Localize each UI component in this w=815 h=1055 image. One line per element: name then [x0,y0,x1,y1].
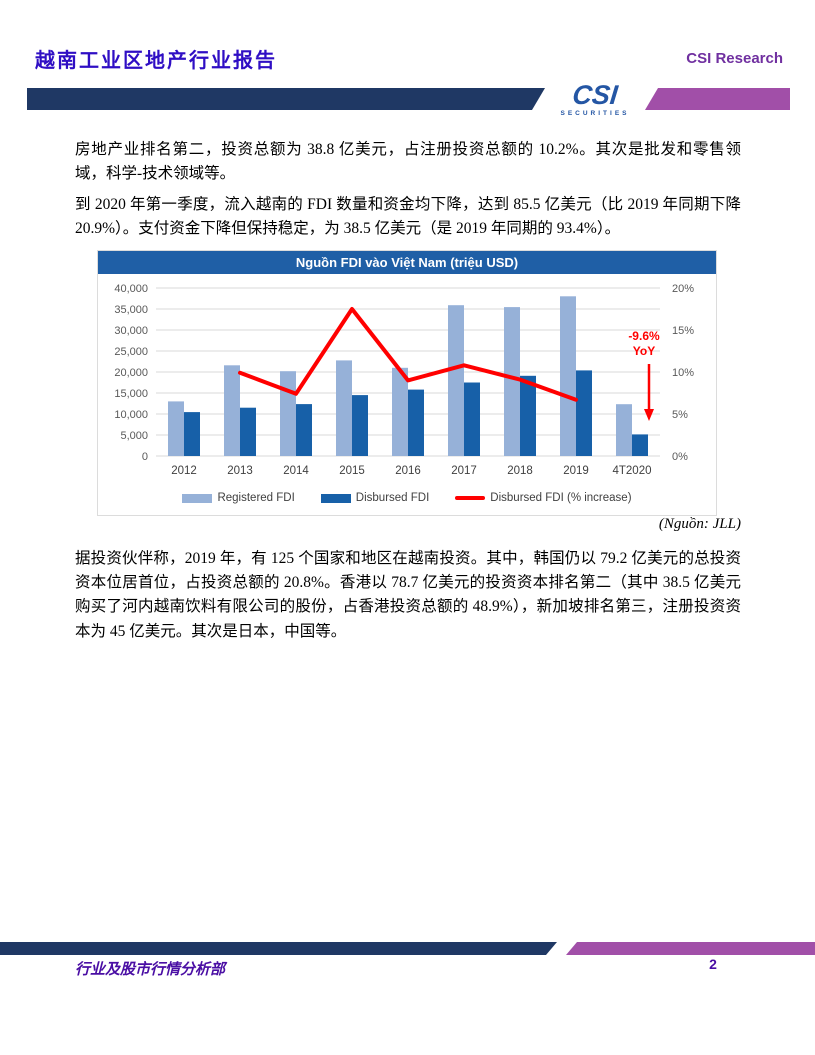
csi-logo: CSI SECURITIES [552,80,638,117]
x-axis-label: 2013 [227,465,253,477]
page-title: 越南工业区地产行业报告 [35,50,277,72]
registered-fdi-bar [224,365,240,456]
source-note: (Nguồn: JLL) [658,516,741,532]
registered-fdi-bar [168,401,184,456]
legend-line-swatch [455,496,486,500]
fdi-chart-plot: 40,000 35,000 30,000 25,000 20,000 15,000 10,0… [114,283,694,477]
left-axis-tick: 25,000 [114,346,148,358]
registered-fdi-bar [560,296,576,456]
x-axis-label: 2015 [339,465,365,477]
x-axis-label: 2019 [563,465,589,477]
header-navy-bar [27,88,545,110]
legend-label: Disbursed FDI (% increase) [490,492,632,504]
disbursed-fdi-bar [464,382,480,456]
left-axis-tick: 35,000 [114,304,148,316]
x-axis-label: 4T2020 [612,465,651,477]
paragraph-3: 据投资伙伴称，2019 年，有 125 个国家和地区在越南投资。其中，韩国仍以 … [75,550,741,640]
footer-department: 行业及股市行情分析部 [75,961,226,978]
brand-label: CSI Research [686,50,783,67]
disbursed-fdi-bar [240,407,256,456]
right-axis-tick: 0% [672,451,688,463]
x-axis-label: 2016 [395,465,421,477]
left-axis-tick: 40,000 [114,283,148,295]
right-axis-tick: 15% [672,325,694,337]
legend-label: Disbursed FDI [355,492,430,504]
footer-navy-bar [0,942,557,955]
yoy-annotation-text: YoY [633,344,655,358]
chart-title: Nguồn FDI vào Việt Nam (triệu USD) [295,255,519,270]
x-axis-label: 2018 [507,465,533,477]
fdi-chart: Nguồn FDI vào Việt Nam (triệu USD) 40,00… [97,250,717,516]
footer-purple-bar [566,942,815,955]
right-axis-tick: 5% [672,409,688,421]
registered-fdi-bar [448,305,464,456]
page-number: 2 [709,956,717,972]
registered-fdi-bar [392,367,408,456]
paragraph-2: 到 2020 年第一季度，流入越南的 FDI 数量和资金均下降，达到 85.5 … [75,196,741,238]
legend-item: Disbursed FDI (% increase) [455,492,632,504]
legend-item: Registered FDI [182,492,295,504]
footer-banner [0,942,815,955]
left-axis-tick: 5,000 [120,430,148,442]
x-axis-label: 2017 [451,465,477,477]
left-axis-tick: 20,000 [114,367,148,379]
yoy-annotation-text: -9.6% [628,329,660,343]
paragraph-1: 房地产业排名第二，投资总额为 38.8 亿美元，占注册投资总额的 10.2%。其… [75,141,741,183]
legend-label: Registered FDI [217,492,295,504]
x-axis-label: 2012 [171,465,197,477]
chart-title-bar: Nguồn FDI vào Việt Nam (triệu USD) [98,251,716,274]
left-axis-tick: 0 [142,451,148,463]
chart-legend: Registered FDI Disbursed FDI Disbursed FDI… [98,486,716,510]
disbursed-fdi-bar [352,395,368,456]
disbursed-fdi-bar [296,404,312,456]
csi-logo-text: CSI [570,80,620,110]
disbursed-pct-line [238,307,578,402]
disbursed-fdi-bar [408,389,424,456]
disbursed-fdi-bar [576,370,592,456]
disbursed-fdi-bar [520,375,536,456]
disbursed-fdi-bar [184,412,200,456]
registered-fdi-bar [504,307,520,456]
legend-bar-swatch [320,493,351,503]
header-banner: CSI SECURITIES [0,80,815,118]
x-axis-label: 2014 [283,465,309,477]
legend-item: Disbursed FDI [320,492,430,504]
csi-logo-subtext: SECURITIES [560,110,630,117]
left-axis-tick: 10,000 [114,409,148,421]
right-axis-tick: 10% [672,367,694,379]
registered-fdi-bar [280,371,296,456]
header-purple-bar [645,88,790,110]
left-axis-tick: 15,000 [114,388,148,400]
right-axis-tick: 20% [672,283,694,295]
legend-bar-swatch [182,493,213,503]
disbursed-fdi-bar [632,434,648,456]
registered-fdi-bar [336,360,352,456]
left-axis-tick: 30,000 [114,325,148,337]
registered-fdi-bar [616,404,632,456]
yoy-annotation-arrowhead [644,409,654,421]
